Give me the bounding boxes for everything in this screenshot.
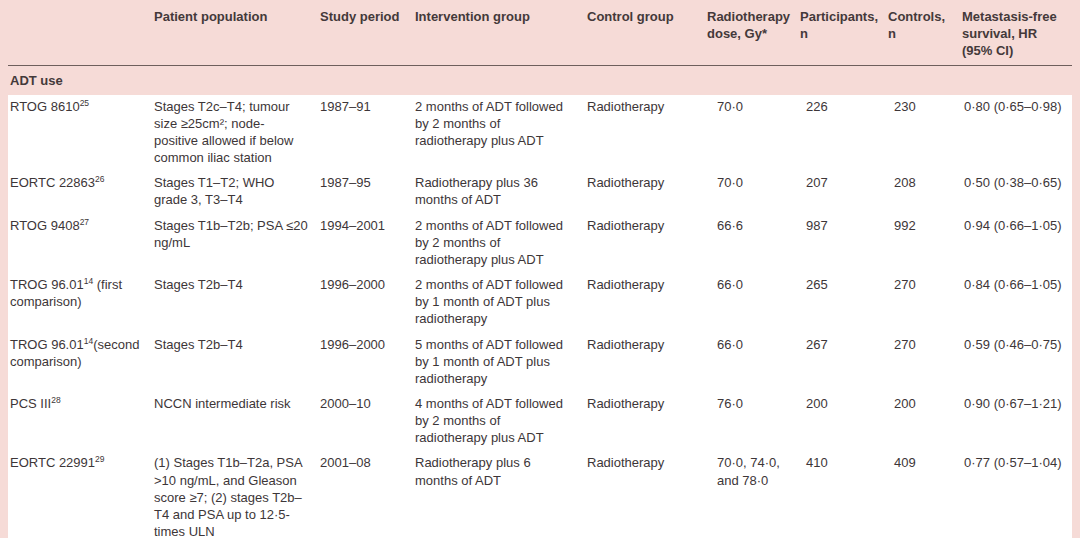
control-cell: Radiotherapy xyxy=(585,273,705,332)
intervention-cell: 2 months of ADT followed by 2 months of … xyxy=(413,95,585,172)
study-table: Patient population Study period Interven… xyxy=(8,0,1072,538)
reference-superscript: 29 xyxy=(95,454,104,464)
population-cell: NCCN intermediate risk xyxy=(152,392,318,451)
participants-cell: 267 xyxy=(798,333,886,392)
period-cell: 1987–91 xyxy=(318,95,413,172)
table-row: TROG 96.0114(second comparison)Stages T2… xyxy=(8,333,1072,392)
dose-cell: 70·0 xyxy=(705,171,798,213)
column-header-controls: Controls, n xyxy=(886,0,960,66)
table-row: EORTC 2299129(1) Stages T1b–T2a, PSA >10… xyxy=(8,451,1072,538)
control-cell: Radiotherapy xyxy=(585,171,705,213)
reference-superscript: 28 xyxy=(51,395,60,405)
period-cell: 1987–95 xyxy=(318,171,413,213)
participants-cell: 226 xyxy=(798,95,886,172)
column-header-radiotherapy-dose: Radiotherapy dose, Gy* xyxy=(705,0,798,66)
intervention-cell: 4 months of ADT followed by 2 months of … xyxy=(413,392,585,451)
participants-cell: 265 xyxy=(798,273,886,332)
section-label: ADT use xyxy=(8,66,1072,95)
population-cell: (1) Stages T1b–T2a, PSA >10 ng/mL, and G… xyxy=(152,451,318,538)
population-cell: Stages T1–T2; WHO grade 3, T3–T4 xyxy=(152,171,318,213)
reference-superscript: 25 xyxy=(80,97,89,107)
reference-superscript: 14 xyxy=(84,276,93,286)
dose-cell: 70·0, 74·0, and 78·0 xyxy=(705,451,798,538)
controls-cell: 409 xyxy=(886,451,960,538)
study-cell: RTOG 940827 xyxy=(8,214,152,273)
reference-superscript: 27 xyxy=(80,216,89,226)
population-cell: Stages T2b–T4 xyxy=(152,333,318,392)
population-cell: Stages T1b–T2b; PSA ≤20 ng/mL xyxy=(152,214,318,273)
control-cell: Radiotherapy xyxy=(585,214,705,273)
column-header-metastasis-free-survival: Metastasis-free survival, HR (95% CI) xyxy=(960,0,1072,66)
intervention-cell: 2 months of ADT followed by 2 months of … xyxy=(413,214,585,273)
column-header-control-group: Control group xyxy=(585,0,705,66)
column-header-study-period: Study period xyxy=(318,0,413,66)
reference-superscript: 14 xyxy=(84,335,93,345)
control-cell: Radiotherapy xyxy=(585,392,705,451)
hr-cell: 0·94 (0·66–1·05) xyxy=(960,214,1072,273)
controls-cell: 992 xyxy=(886,214,960,273)
reference-superscript: 26 xyxy=(95,174,104,184)
table-header: Patient population Study period Interven… xyxy=(8,0,1072,66)
study-cell: EORTC 2286326 xyxy=(8,171,152,213)
participants-cell: 410 xyxy=(798,451,886,538)
period-cell: 2001–08 xyxy=(318,451,413,538)
intervention-cell: 5 months of ADT followed by 1 month of A… xyxy=(413,333,585,392)
intervention-cell: 2 months of ADT followed by 1 month of A… xyxy=(413,273,585,332)
controls-cell: 270 xyxy=(886,273,960,332)
table-row: EORTC 2286326Stages T1–T2; WHO grade 3, … xyxy=(8,171,1072,213)
control-cell: Radiotherapy xyxy=(585,95,705,172)
population-cell: Stages T2c–T4; tumour size ≥25cm²; node-… xyxy=(152,95,318,172)
period-cell: 1996–2000 xyxy=(318,333,413,392)
table-row: PCS III28NCCN intermediate risk2000–104 … xyxy=(8,392,1072,451)
controls-cell: 230 xyxy=(886,95,960,172)
period-cell: 1994–2001 xyxy=(318,214,413,273)
participants-cell: 207 xyxy=(798,171,886,213)
period-cell: 1996–2000 xyxy=(318,273,413,332)
control-cell: Radiotherapy xyxy=(585,451,705,538)
study-table-container: Patient population Study period Interven… xyxy=(0,0,1080,538)
participants-cell: 200 xyxy=(798,392,886,451)
table-row: RTOG 940827Stages T1b–T2b; PSA ≤20 ng/mL… xyxy=(8,214,1072,273)
hr-cell: 0·50 (0·38–0·65) xyxy=(960,171,1072,213)
column-header-patient-population: Patient population xyxy=(152,0,318,66)
dose-cell: 70·0 xyxy=(705,95,798,172)
control-cell: Radiotherapy xyxy=(585,333,705,392)
dose-cell: 66·0 xyxy=(705,273,798,332)
hr-cell: 0·80 (0·65–0·98) xyxy=(960,95,1072,172)
section-row-adt-use: ADT use xyxy=(8,66,1072,95)
hr-cell: 0·90 (0·67–1·21) xyxy=(960,392,1072,451)
column-header-participants: Participants, n xyxy=(798,0,886,66)
hr-cell: 0·84 (0·66–1·05) xyxy=(960,273,1072,332)
hr-cell: 0·77 (0·57–1·04) xyxy=(960,451,1072,538)
controls-cell: 208 xyxy=(886,171,960,213)
table-row: TROG 96.0114 (first comparison)Stages T2… xyxy=(8,273,1072,332)
column-header-study xyxy=(8,0,152,66)
participants-cell: 987 xyxy=(798,214,886,273)
study-cell: TROG 96.0114(second comparison) xyxy=(8,333,152,392)
intervention-cell: Radiotherapy plus 6 months of ADT xyxy=(413,451,585,538)
period-cell: 2000–10 xyxy=(318,392,413,451)
population-cell: Stages T2b–T4 xyxy=(152,273,318,332)
study-cell: PCS III28 xyxy=(8,392,152,451)
column-header-intervention-group: Intervention group xyxy=(413,0,585,66)
study-cell: TROG 96.0114 (first comparison) xyxy=(8,273,152,332)
dose-cell: 66·0 xyxy=(705,333,798,392)
table-row: RTOG 861025Stages T2c–T4; tumour size ≥2… xyxy=(8,95,1072,172)
dose-cell: 76·0 xyxy=(705,392,798,451)
intervention-cell: Radiotherapy plus 36 months of ADT xyxy=(413,171,585,213)
controls-cell: 200 xyxy=(886,392,960,451)
hr-cell: 0·59 (0·46–0·75) xyxy=(960,333,1072,392)
study-cell: RTOG 861025 xyxy=(8,95,152,172)
study-cell: EORTC 2299129 xyxy=(8,451,152,538)
table-body: RTOG 861025Stages T2c–T4; tumour size ≥2… xyxy=(8,95,1072,538)
dose-cell: 66·6 xyxy=(705,214,798,273)
controls-cell: 270 xyxy=(886,333,960,392)
